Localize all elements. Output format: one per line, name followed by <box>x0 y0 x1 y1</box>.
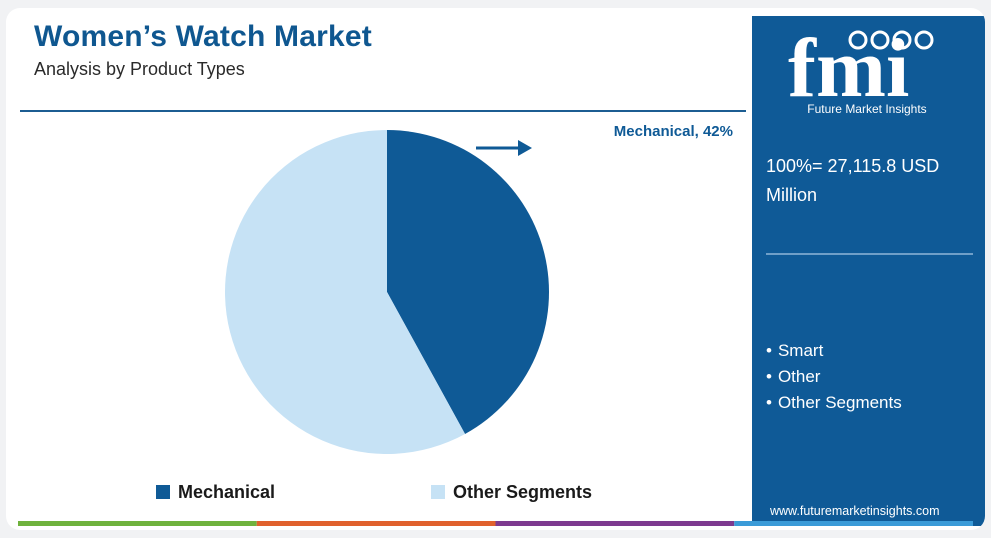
footer-bar-segment <box>256 521 496 526</box>
infographic-card: Women’s Watch Market Analysis by Product… <box>6 8 985 530</box>
footer-bar-segment <box>495 521 735 526</box>
logo-tagline: Future Market Insights <box>807 102 927 116</box>
segment-list: SmartOtherOther Segments <box>766 338 902 416</box>
segment-list-item: Smart <box>766 338 902 364</box>
footer-bar-segment <box>18 521 257 526</box>
segment-list-item: Other Segments <box>766 390 902 416</box>
website-url: www.futuremarketinsights.com <box>770 504 940 518</box>
legend-swatch <box>156 485 170 499</box>
market-total: 100%= 27,115.8 USD Million <box>766 156 940 205</box>
segment-list-item: Other <box>766 364 902 390</box>
legend-label: Other Segments <box>453 482 592 502</box>
logo-gear-icon <box>870 30 890 50</box>
chart-title: Women’s Watch Market <box>34 20 372 53</box>
footer-bar-segment <box>734 521 973 526</box>
sidebar-divider <box>766 253 973 255</box>
info-sidebar: fmi Future Market Insights 100%= 27,115.… <box>752 16 985 526</box>
pie-slice-other-segments <box>224 130 466 454</box>
logo-chart-icon <box>914 30 934 50</box>
logo-globe-icon <box>848 30 868 50</box>
legend-swatch <box>431 485 445 499</box>
header-divider <box>20 110 746 112</box>
pie-slice-mechanical <box>387 130 549 434</box>
legend-item-other-segments: Other Segments <box>431 482 592 502</box>
chart-subtitle: Analysis by Product Types <box>34 59 245 79</box>
pie-chart: Mechanical, 42% Mechanical Other Segments <box>156 123 733 502</box>
callout-arrow-icon <box>476 140 532 156</box>
legend-label: Mechanical <box>178 482 275 502</box>
footer-color-bar <box>18 521 973 526</box>
callout-label: Mechanical, 42% <box>614 123 733 140</box>
fmi-logo: fmi <box>788 26 934 104</box>
logo-wordmark: fmi <box>788 26 909 104</box>
legend-item-mechanical: Mechanical <box>156 482 275 502</box>
logo-person-icon <box>892 30 912 50</box>
